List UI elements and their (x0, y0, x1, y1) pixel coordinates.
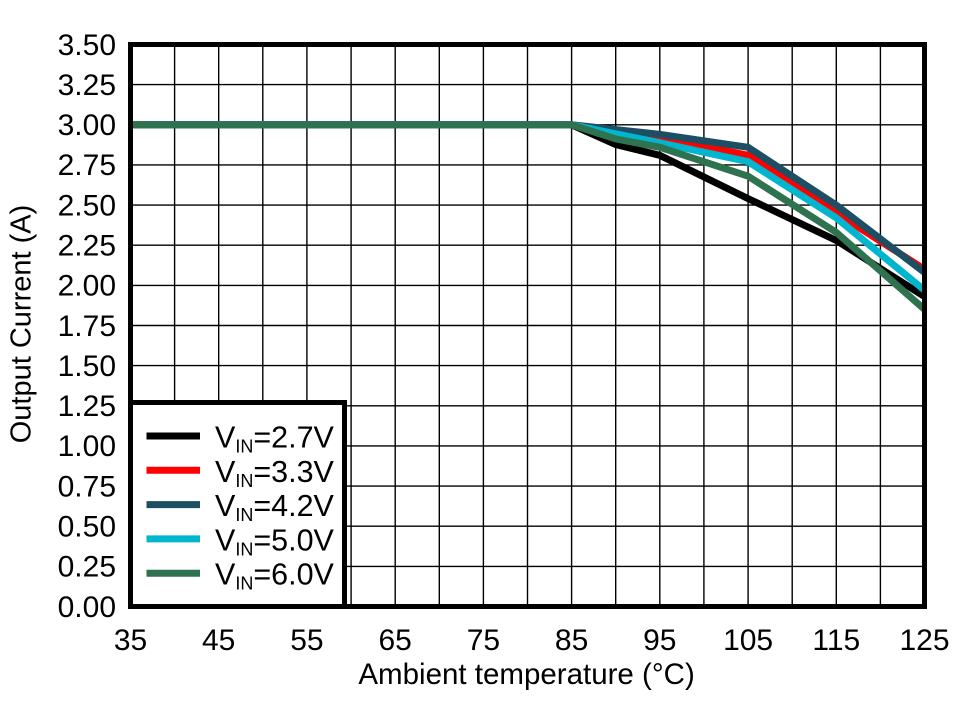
svg-text:2.25: 2.25 (58, 230, 116, 263)
svg-text:75: 75 (467, 624, 500, 657)
svg-text:1.75: 1.75 (58, 310, 116, 343)
svg-text:3.25: 3.25 (58, 69, 116, 102)
svg-text:0.00: 0.00 (58, 591, 116, 624)
svg-text:1.50: 1.50 (58, 350, 116, 383)
svg-text:VIN=6.0V: VIN=6.0V (215, 558, 335, 594)
svg-text:3.00: 3.00 (58, 109, 116, 142)
svg-text:VIN=2.7V: VIN=2.7V (215, 421, 335, 457)
svg-text:VIN=3.3V: VIN=3.3V (215, 455, 335, 491)
svg-text:95: 95 (643, 624, 676, 657)
svg-text:3.50: 3.50 (58, 29, 116, 62)
svg-text:45: 45 (202, 624, 235, 657)
svg-text:1.25: 1.25 (58, 390, 116, 423)
svg-text:1.00: 1.00 (58, 430, 116, 463)
svg-text:65: 65 (379, 624, 412, 657)
svg-text:85: 85 (555, 624, 588, 657)
svg-text:VIN=5.0V: VIN=5.0V (215, 523, 335, 559)
svg-text:2.50: 2.50 (58, 189, 116, 222)
svg-text:55: 55 (290, 624, 323, 657)
svg-text:Output Current (A): Output Current (A) (6, 205, 38, 444)
svg-text:0.50: 0.50 (58, 511, 116, 544)
svg-text:2.00: 2.00 (58, 270, 116, 303)
svg-text:0.75: 0.75 (58, 470, 116, 503)
svg-text:105: 105 (723, 624, 773, 657)
svg-text:Ambient temperature (°C): Ambient temperature (°C) (358, 658, 694, 691)
svg-text:35: 35 (114, 624, 147, 657)
svg-text:115: 115 (812, 624, 860, 657)
svg-text:0.25: 0.25 (58, 551, 116, 584)
svg-text:2.75: 2.75 (58, 149, 116, 182)
svg-text:VIN=4.2V: VIN=4.2V (215, 489, 335, 525)
svg-text:125: 125 (899, 624, 949, 657)
